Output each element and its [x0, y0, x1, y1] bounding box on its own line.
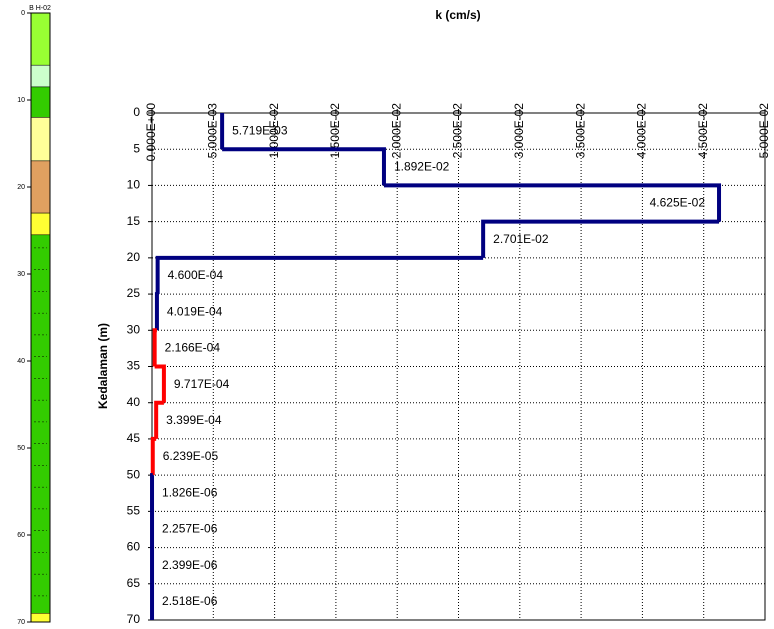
- borehole-layer: [30, 86, 51, 118]
- k-step: [152, 328, 157, 367]
- borehole-tick-label: 60: [17, 532, 25, 539]
- value-label: 5.719E-03: [232, 123, 288, 137]
- borehole-tick-label: 70: [17, 619, 25, 626]
- k-step: [383, 183, 722, 222]
- x-tick-label: 5.000E-03: [205, 103, 219, 159]
- y-axis-title: Kedalaman (m): [96, 323, 110, 409]
- x-tick-label: 3.000E-02: [512, 103, 526, 159]
- borehole-tick-label: 50: [17, 445, 25, 452]
- value-label: 3.399E-04: [166, 413, 222, 427]
- y-tick-label: 60: [127, 540, 141, 554]
- x-tick-label: 4.000E-02: [635, 103, 649, 159]
- value-label: 2.399E-06: [162, 558, 218, 572]
- y-tick-label: 20: [127, 250, 141, 264]
- x-tick-label: 0.000E+00: [144, 103, 158, 162]
- x-tick-label: 2.000E-02: [389, 103, 403, 159]
- k-step: [222, 147, 386, 186]
- y-tick-label: 40: [127, 395, 141, 409]
- borehole-tick-label: 20: [17, 184, 25, 191]
- k-step: [150, 436, 157, 476]
- value-label: 2.701E-02: [493, 232, 549, 246]
- borehole-label: B H-02: [29, 5, 51, 12]
- borehole-layer: [30, 64, 51, 88]
- plot-frame: [151, 112, 766, 621]
- borehole-frame: [30, 12, 51, 623]
- borehole-layer: [30, 234, 51, 614]
- value-label: 4.625E-02: [650, 196, 706, 210]
- k-step: [481, 219, 720, 258]
- borehole-tick-label: 40: [17, 358, 25, 365]
- x-tick-label: 1.000E-02: [267, 103, 281, 159]
- k-step: [154, 292, 159, 331]
- x-tick-label: 1.500E-02: [328, 103, 342, 159]
- borehole-layer: [30, 117, 51, 162]
- k-step: [155, 255, 484, 295]
- borehole-tick-label: 30: [17, 271, 25, 278]
- x-tick-label: 4.500E-02: [696, 103, 710, 159]
- y-tick-label: 5: [133, 141, 140, 155]
- y-tick-label: 0: [133, 105, 140, 119]
- y-tick-label: 10: [127, 178, 141, 192]
- k-step: [150, 473, 155, 512]
- borehole-layer: [30, 212, 51, 236]
- value-label: 9.717E-04: [174, 377, 230, 391]
- value-label: 2.518E-06: [162, 594, 218, 608]
- k-step: [154, 364, 166, 403]
- y-tick-label: 30: [127, 322, 141, 336]
- borehole-tick-label: 10: [17, 97, 25, 104]
- y-tick-label: 35: [127, 359, 141, 373]
- borehole-layer: [30, 12, 51, 66]
- borehole-layer: [30, 160, 51, 214]
- y-tick-label: 45: [127, 431, 141, 445]
- x-tick-label: 3.500E-02: [573, 103, 587, 159]
- value-label: 1.892E-02: [394, 159, 450, 173]
- y-tick-label: 70: [127, 612, 141, 626]
- value-label: 4.019E-04: [167, 304, 223, 318]
- value-label: 6.239E-05: [163, 449, 219, 463]
- value-label: 1.826E-06: [162, 485, 218, 499]
- value-label: 4.600E-04: [168, 268, 224, 282]
- y-tick-label: 25: [127, 286, 141, 300]
- value-label: 2.257E-06: [162, 522, 218, 536]
- x-tick-label: 5.000E-02: [757, 103, 771, 159]
- y-tick-label: 50: [127, 467, 141, 481]
- k-step: [154, 400, 164, 439]
- borehole-tick-label: 0: [21, 10, 25, 17]
- value-label: 2.166E-04: [165, 341, 221, 355]
- y-tick-label: 55: [127, 504, 141, 518]
- y-tick-label: 15: [127, 214, 141, 228]
- x-tick-label: 2.500E-02: [451, 103, 465, 159]
- y-tick-label: 65: [127, 576, 141, 590]
- chart-title: k (cm/s): [435, 8, 480, 22]
- borehole-layer: [30, 613, 51, 623]
